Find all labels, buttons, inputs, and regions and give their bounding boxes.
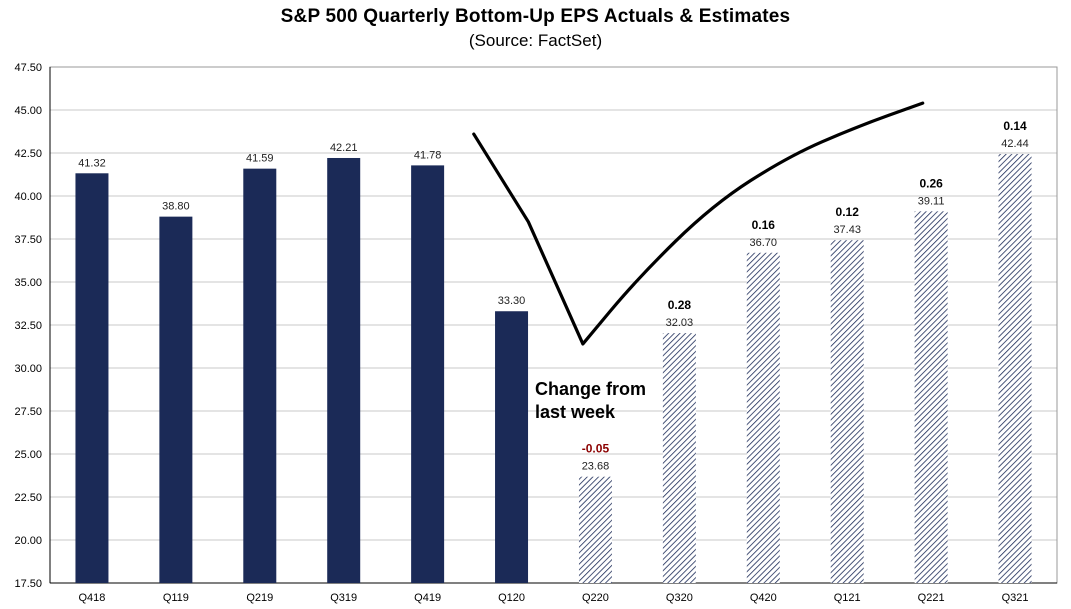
- annotation-line-1: Change from: [535, 379, 647, 399]
- value-label: 42.21: [330, 142, 358, 154]
- bar-q420: [746, 252, 780, 583]
- chart-title: S&P 500 Quarterly Bottom-Up EPS Actuals …: [280, 6, 791, 27]
- bar-q120: [495, 311, 529, 583]
- x-tick-label: Q220: [582, 592, 609, 604]
- change-label: 0.14: [1003, 119, 1027, 133]
- y-tick-label: 22.50: [14, 492, 42, 504]
- x-tick-label: Q319: [330, 592, 357, 604]
- bar-q220: [578, 476, 612, 583]
- y-tick-label: 47.50: [14, 62, 42, 74]
- trend-line: [472, 101, 925, 346]
- change-label: 0.28: [668, 298, 692, 312]
- change-label: -0.05: [582, 442, 610, 456]
- bar-q419: [411, 165, 445, 583]
- chart-subtitle: (Source: FactSet): [468, 31, 603, 50]
- change-label: 0.16: [752, 218, 776, 232]
- change-annotation: Change from last week: [535, 378, 675, 424]
- value-label: 33.30: [498, 295, 526, 307]
- y-tick-label: 35.00: [14, 277, 42, 289]
- value-label: 39.11: [918, 195, 945, 207]
- change-label: 0.12: [836, 205, 860, 219]
- bar-q219: [243, 168, 277, 584]
- x-tick-label: Q221: [918, 592, 945, 604]
- x-tick-label: Q320: [666, 592, 693, 604]
- value-label: 41.32: [78, 157, 106, 169]
- bar-q121: [830, 240, 864, 584]
- y-tick-label: 40.00: [14, 191, 42, 203]
- x-tick-label: Q420: [750, 592, 777, 604]
- x-tick-label: Q121: [834, 592, 861, 604]
- y-tick-label: 27.50: [14, 406, 42, 418]
- x-tick-label: Q419: [414, 592, 441, 604]
- y-tick-label: 30.00: [14, 363, 42, 375]
- value-label: 36.70: [750, 237, 778, 249]
- bar-q221: [914, 211, 948, 584]
- x-tick-label: Q119: [163, 592, 189, 604]
- value-label: 37.43: [833, 224, 861, 236]
- bar-q321: [998, 154, 1032, 584]
- value-label: 41.78: [414, 149, 442, 161]
- x-tick-label: Q418: [78, 592, 105, 604]
- value-label: 23.68: [582, 461, 610, 473]
- y-tick-label: 25.00: [14, 449, 42, 461]
- bar-q319: [327, 157, 361, 583]
- y-tick-label: 32.50: [14, 320, 42, 332]
- value-label: 32.03: [666, 317, 694, 329]
- y-tick-label: 42.50: [14, 148, 42, 160]
- bar-q418: [75, 173, 109, 583]
- x-tick-label: Q219: [246, 592, 273, 604]
- value-label: 38.80: [162, 201, 190, 213]
- value-label: 41.59: [246, 153, 274, 165]
- y-tick-label: 20.00: [14, 535, 42, 547]
- y-tick-label: 45.00: [14, 105, 42, 117]
- y-tick-label: 37.50: [14, 234, 42, 246]
- annotation-line-2: last week: [535, 402, 616, 422]
- x-tick-label: Q321: [1002, 592, 1029, 604]
- bar-q320: [662, 333, 696, 583]
- y-tick-label: 17.50: [14, 578, 42, 590]
- x-tick-label: Q120: [498, 592, 525, 604]
- change-label: 0.26: [919, 176, 943, 190]
- value-label: 42.44: [1001, 138, 1029, 150]
- bar-q119: [159, 216, 193, 583]
